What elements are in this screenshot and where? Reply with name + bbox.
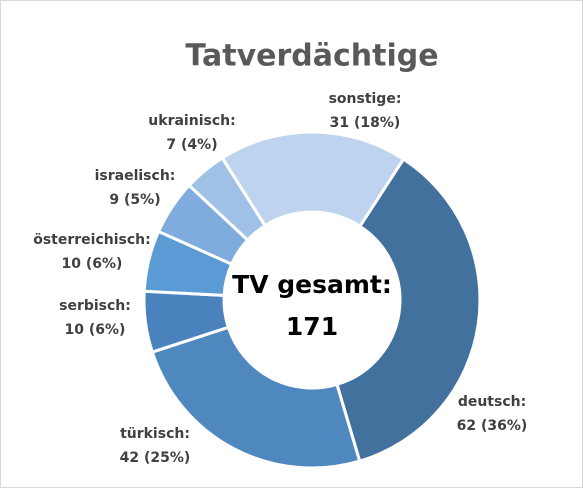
- category-label: deutsch:: [458, 394, 526, 410]
- value-label: 31 (18%): [330, 115, 401, 131]
- category-label: israelisch:: [95, 168, 176, 184]
- value-label: 62 (36%): [457, 418, 528, 434]
- value-label: 10 (6%): [65, 322, 126, 338]
- donut-segment: [335, 157, 482, 463]
- category-label: österreichisch:: [33, 232, 151, 248]
- category-label: sonstige:: [329, 91, 402, 107]
- donut-segment: [220, 130, 406, 229]
- center-label: TV gesamt:: [232, 270, 392, 299]
- value-label: 7 (4%): [166, 137, 217, 153]
- value-label: 9 (5%): [109, 192, 160, 208]
- category-label: türkisch:: [120, 426, 190, 442]
- value-label: 42 (25%): [120, 450, 191, 466]
- center-value: 171: [286, 312, 338, 341]
- donut-segment: [150, 325, 362, 470]
- category-label: serbisch:: [59, 298, 131, 314]
- category-label: ukrainisch:: [148, 113, 235, 129]
- chart-title: Tatverdächtige: [185, 39, 438, 74]
- value-label: 10 (6%): [62, 256, 123, 272]
